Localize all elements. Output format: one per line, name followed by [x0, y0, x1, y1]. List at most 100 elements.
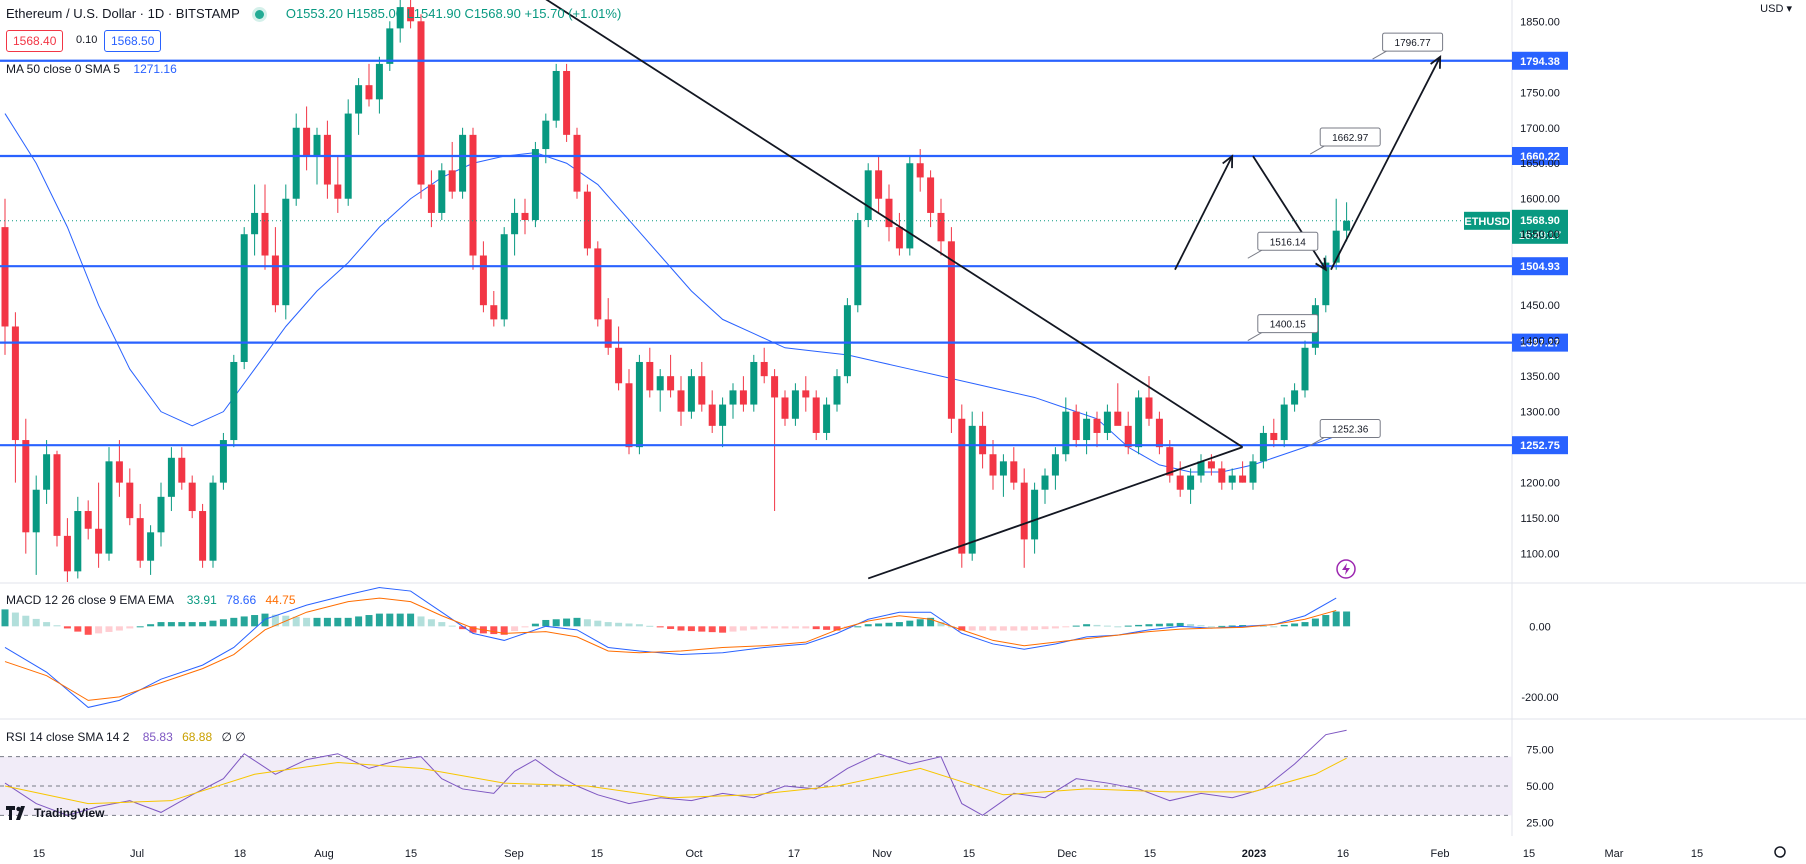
candle-body	[282, 198, 290, 306]
macd-histogram-bar	[698, 626, 706, 632]
macd-histogram-bar	[812, 626, 820, 630]
macd-histogram-bar	[1135, 624, 1143, 627]
macd-histogram-bar	[355, 616, 363, 627]
rsi-legend[interactable]: RSI 14 close SMA 14 2 85.83 68.88 ∅ ∅	[6, 730, 246, 744]
callout-box	[1257, 314, 1319, 334]
chevron-down-icon: ▾	[1786, 3, 1792, 15]
macd-histogram-bar	[708, 626, 716, 633]
callout-label: 1516.14	[1270, 237, 1307, 248]
macd-histogram-bar	[687, 626, 695, 632]
macd-histogram-bar	[459, 626, 467, 630]
macd-histogram-bar	[1072, 625, 1080, 627]
macd-histogram-bar	[271, 614, 279, 627]
macd-histogram-bar	[240, 616, 248, 627]
candle-body	[885, 198, 893, 228]
candle-body	[147, 532, 155, 561]
macd-histogram-bar	[1270, 626, 1278, 628]
candle-body	[479, 255, 487, 306]
macd-histogram-bar	[895, 622, 903, 627]
macd-histogram-bar	[916, 619, 924, 627]
macd-histogram-bar	[95, 626, 103, 634]
macd-histogram-bar	[323, 617, 331, 627]
macd-histogram-bar	[833, 626, 841, 631]
candle-body	[521, 212, 529, 221]
price-axis[interactable]: 1794.38 1660.22 1504.93 1397.27 1252.75 ETHUS…	[1464, 16, 1568, 830]
callout-label: 1400.15	[1270, 320, 1307, 331]
open-value: O1553.20	[285, 6, 343, 21]
time-tick-label: Feb	[1431, 848, 1450, 860]
macd-histogram-bar	[937, 622, 945, 627]
candle-body	[199, 511, 207, 561]
candle-body	[427, 184, 435, 213]
candle-body	[157, 496, 165, 533]
candle-body	[615, 347, 623, 384]
candle-body	[729, 390, 737, 405]
candle-body	[895, 227, 903, 249]
candle-body	[1062, 411, 1070, 455]
callout-pointer	[1372, 50, 1387, 60]
macd-histogram-bar	[126, 626, 134, 629]
macd-label: MACD 12 26 close 9 EMA EMA	[6, 593, 174, 607]
macd-histogram-bar	[1322, 615, 1330, 627]
candle-body	[739, 390, 747, 405]
sell-price-button[interactable]: 1568.40	[6, 30, 64, 52]
last-price-label-bg	[1512, 209, 1568, 244]
macd-histogram-bar	[781, 626, 789, 629]
macd-histogram-bar	[531, 623, 539, 627]
candle-body	[687, 376, 695, 412]
rsi-value: 85.83	[142, 730, 173, 744]
macd-histogram-bar	[1103, 625, 1111, 627]
symbol-title[interactable]: Ethereum / U.S. Dollar · 1D · BITSTAMP	[6, 6, 240, 21]
macd-histogram-bar	[230, 617, 238, 627]
candle-body	[448, 170, 456, 192]
rsi-extra: ∅ ∅	[221, 730, 246, 744]
candle-body	[1083, 418, 1091, 441]
price-tick-label: 1750.00	[1520, 87, 1560, 99]
macd-histogram-bar	[1228, 625, 1236, 627]
callout-pointer	[1247, 249, 1263, 259]
candle-body	[1103, 411, 1111, 433]
macd-histogram-bar	[1176, 622, 1184, 627]
projection-arrow-line	[1174, 155, 1234, 271]
drawing-tools[interactable]	[525, 0, 1442, 580]
candle-body	[1072, 411, 1080, 441]
time-tick-label: 15	[405, 848, 417, 860]
macd-histogram-bar	[344, 617, 352, 627]
price-tick-label: 1650.00	[1520, 158, 1560, 170]
macd-histogram-bar	[11, 612, 19, 627]
macd-histogram-bar	[802, 626, 810, 629]
rsi-band	[0, 756, 1512, 816]
candle-body	[1291, 390, 1299, 405]
macd-histogram-bar	[958, 626, 966, 631]
currency-selector[interactable]: USD ▾	[1760, 2, 1792, 15]
horizontal-levels[interactable]	[0, 59, 1512, 447]
candle-body	[313, 134, 321, 157]
ma-legend[interactable]: MA 50 close 0 SMA 5 1271.16	[6, 62, 177, 76]
high-value: H1585.00	[346, 6, 403, 21]
candle-body	[1301, 347, 1309, 391]
price-tick-label: 1550.00	[1520, 229, 1560, 241]
candle-body	[677, 390, 685, 412]
macd-histogram-bar	[656, 626, 664, 628]
price-tick-label: 1150.00	[1521, 513, 1560, 525]
candle-body	[375, 63, 383, 100]
change-value: +15.70 (+1.01%)	[524, 6, 622, 21]
candle-body	[292, 127, 300, 199]
candle-body	[188, 482, 196, 512]
macd-signal-value: 44.75	[265, 593, 296, 607]
candle-body	[906, 163, 914, 249]
macd-histogram-bar	[1291, 623, 1299, 627]
candle-body	[1145, 397, 1153, 419]
time-tick-label: 15	[33, 848, 45, 860]
ma50-line	[4, 113, 1347, 473]
macd-histogram-bar	[1207, 626, 1215, 628]
macd-histogram-bar	[84, 626, 92, 635]
tradingview-logo[interactable]: TradingView	[6, 806, 104, 820]
macd-legend[interactable]: MACD 12 26 close 9 EMA EMA 33.91 78.66 4…	[6, 593, 296, 607]
triangle-lower-trendline	[867, 446, 1243, 580]
macd-histogram-bar	[979, 626, 987, 631]
buy-price-button[interactable]: 1568.50	[104, 30, 162, 52]
price-callouts: 1796.77 1662.97 1516.14 1400.15 1252.36	[1247, 32, 1444, 446]
time-axis[interactable]: 15 Jul 18 Aug 15 Sep 15 Oct 17 Nov 15 Dec 15 2023 16 Fe…	[33, 846, 1786, 860]
